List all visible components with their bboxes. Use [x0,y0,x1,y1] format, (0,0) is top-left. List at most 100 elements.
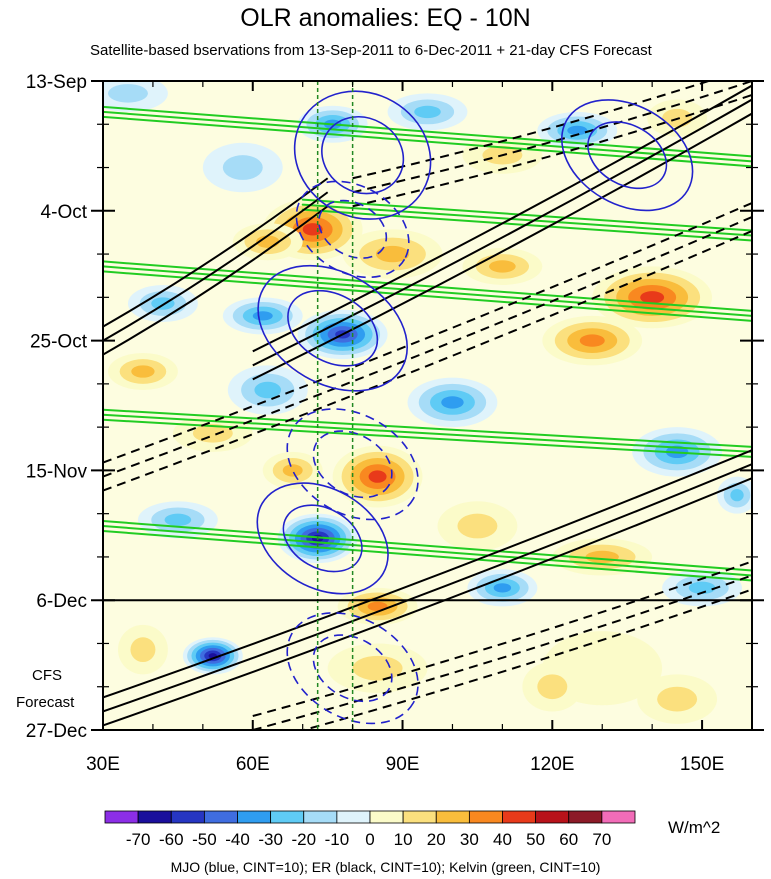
chart-subtitle: Satellite-based bservations from 13-Sep-… [90,42,652,59]
anomaly-cell-35-2 [657,686,698,712]
colorbar-swatch-15 [601,810,636,824]
anomaly-cell-32-2 [130,637,156,663]
y-tick-label-4: 6-Dec [36,591,87,612]
anomaly-cell-33-2 [352,655,403,681]
mjo-contour-0-0 [293,90,432,220]
contour-legend: MJO (blue, CINT=10); ER (black, CINT=10)… [170,859,601,875]
colorbar-label-10: 30 [460,830,479,849]
anomaly-cell-18-4 [441,396,464,409]
kelvin-contour-0-0 [103,105,752,158]
colorbar-units: W/m^2 [668,818,721,837]
er-contour-4-0 [103,177,329,328]
anomaly-cell-12-4 [579,334,605,347]
reference-lines [103,81,752,730]
anomaly-cell-30-3 [688,581,716,595]
er-contour-2-1 [252,98,752,367]
colorbar-label-6: -10 [325,830,350,849]
anomaly-cell-29-4 [493,583,512,593]
anomaly-cell-28-4 [367,601,388,612]
x-tick-label-3: 120E [530,754,574,775]
colorbar-label-2: -50 [192,830,217,849]
colorbar-swatch-2 [170,810,205,824]
er-contour-4-1 [103,191,329,342]
anomaly-cell-23-3 [730,488,744,502]
colorbar-swatch-1 [137,810,172,824]
forecast-label-forecast: Forecast [16,694,75,711]
colorbar-swatch-4 [237,810,272,824]
kelvin-contour-2-0 [103,260,752,312]
colorbar-swatch-8 [369,810,404,824]
colorbar-label-11: 40 [493,830,512,849]
anomaly-cell-10-3 [489,260,516,273]
anomaly-cell-6-2 [222,155,263,180]
colorbar-swatch-5 [270,810,305,824]
anomaly-cell-11-5 [640,291,665,304]
mjo-contour-3-0 [561,99,694,212]
anomaly-cell-21-3 [282,464,303,477]
anomaly-cell-24-3 [164,513,192,527]
er-contour-5-0 [252,560,752,717]
er-contour-5-1 [252,574,752,730]
forecast-label-cfs: CFS [32,667,62,684]
kelvin-contour-4-2 [103,530,752,582]
colorbar-label-3: -40 [225,830,250,849]
colorbar-swatch-10 [435,810,470,824]
wave-contours [103,81,752,730]
kelvin-contour-3-0 [103,408,752,448]
anomaly-cell-27-3 [585,550,619,564]
er-contour-2-0 [252,84,752,353]
colorbar-swatch-0 [104,810,139,824]
mjo-contour-2-0 [256,482,389,595]
kelvin-contour-1-0 [301,198,752,232]
colorbar-label-12: 50 [526,830,545,849]
anomaly-cell-0-2 [107,84,148,103]
mjo-contour-6-0 [286,612,419,725]
colorbar: -70 -60 -50 -40 -30 -20 -10 0 10 20 30 40 50 60 70 [104,810,636,849]
er-contour-1-1 [103,216,752,478]
colorbar-swatch-6 [303,810,338,824]
mjo-contour-4-0 [295,180,410,279]
colorbar-label-14: 70 [592,830,611,849]
y-tick-label-5: 27-Dec [26,721,87,742]
chart-title: OLR anomalies: EQ - 10N [240,4,531,32]
colorbar-swatch-3 [203,810,238,824]
colorbar-swatch-13 [535,810,570,824]
colorbar-label-13: 60 [559,830,578,849]
x-tick-label-0: 30E [86,754,120,775]
colorbar-swatch-11 [468,810,503,824]
anomaly-cell-20-5 [368,470,387,483]
er-contour-1-0 [103,202,752,464]
er-contour-0-2 [103,477,752,727]
colorbar-swatch-9 [402,810,437,824]
anomaly-cell-16-3 [131,365,155,378]
kelvin-contour-2-2 [103,270,752,322]
colorbar-label-1: -60 [159,830,184,849]
y-tick-label-3: 15-Nov [26,461,88,482]
colorbar-label-0: -70 [126,830,151,849]
mjo-contour-6-1 [312,634,393,703]
x-tick-label-1: 60E [236,754,270,775]
colorbar-swatch-12 [502,810,537,824]
kelvin-contour-4-0 [103,520,752,572]
mjo-contour-5-0 [286,408,419,521]
kelvin-contour-3-2 [103,418,752,458]
er-contour-0-1 [103,463,752,713]
colorbar-swatch-7 [336,810,371,824]
kelvin-contour-3-1 [103,413,752,453]
anomaly-cell-26-2 [457,513,498,539]
er-contour-0-0 [103,449,752,699]
plot-frame [102,80,753,731]
er-contour-5-2 [300,588,752,730]
kelvin-contour-0-1 [103,110,752,163]
y-tick-label-1: 4-Oct [41,202,88,223]
kelvin-contour-1-1 [301,203,752,237]
mjo-contour-0-1 [321,116,405,195]
anomaly-cell-36-2 [537,674,568,700]
y-tick-label-2: 25-Oct [30,332,88,353]
x-tick-label-2: 90E [386,754,420,775]
x-tick-label-4: 150E [680,754,724,775]
anomaly-cell-2-3 [414,105,441,119]
anomaly-cell-14-4 [252,311,273,321]
er-contour-4-2 [103,205,329,356]
